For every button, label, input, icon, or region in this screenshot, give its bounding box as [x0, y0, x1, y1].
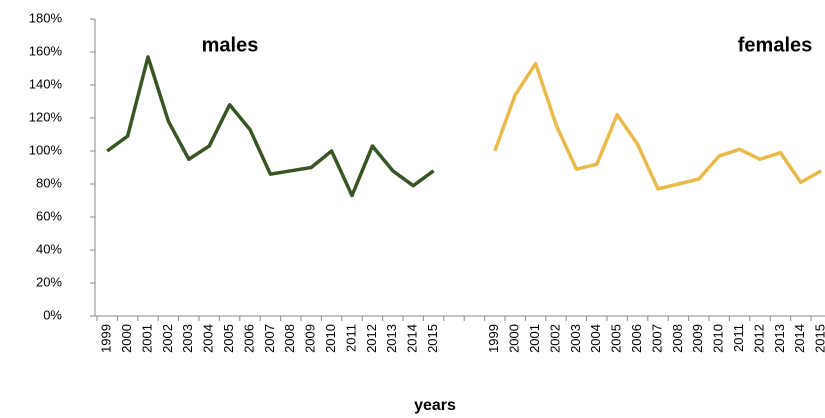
- y-tick-label: 180%: [29, 10, 63, 25]
- x-tick-label: 2012: [364, 324, 379, 353]
- x-tick-label: 2003: [180, 324, 195, 353]
- x-tick-label: 2013: [772, 324, 787, 353]
- x-tick-label: 2014: [792, 324, 807, 353]
- x-tick-label: 1999: [486, 324, 501, 353]
- series-line: [493, 61, 823, 191]
- y-tick-label: 80%: [36, 175, 62, 190]
- x-tick-label: 1999: [99, 324, 114, 353]
- x-tick-label: 2005: [221, 324, 236, 353]
- x-tick-label: 2011: [343, 324, 358, 352]
- x-tick-label: 2008: [670, 324, 685, 353]
- x-tick-label: 2005: [609, 324, 624, 353]
- x-tick-label: 2015: [425, 324, 440, 353]
- y-tick-label: 0%: [43, 307, 62, 322]
- y-tick-label: 20%: [36, 274, 62, 289]
- x-tick-label: 2001: [527, 324, 542, 353]
- x-tick-label: 2011: [731, 324, 746, 352]
- x-tick-label: 2014: [405, 324, 420, 353]
- y-tick-label: 120%: [29, 109, 63, 124]
- x-tick-label: 2008: [282, 324, 297, 353]
- y-tick-label: 140%: [29, 76, 63, 91]
- x-tick-label: 2013: [384, 324, 399, 353]
- series-label: females: [738, 34, 813, 56]
- x-tick-label: 2007: [262, 324, 277, 353]
- x-tick-label: 2006: [241, 324, 256, 353]
- x-tick-label: 2009: [690, 324, 705, 353]
- x-tick-label: 2002: [160, 324, 175, 353]
- x-tick-label: 2010: [323, 324, 338, 353]
- x-axis-title: years: [414, 397, 456, 414]
- x-tick-label: 2000: [507, 324, 522, 353]
- series-line: [106, 55, 435, 198]
- y-tick-label: 160%: [29, 43, 63, 58]
- x-tick-label: 2000: [119, 324, 134, 353]
- x-tick-label: 2009: [303, 324, 318, 353]
- x-tick-label: 2006: [629, 324, 644, 353]
- x-tick-label: 2004: [201, 324, 216, 353]
- x-tick-label: 2012: [751, 324, 766, 353]
- x-tick-label: 2007: [649, 324, 664, 353]
- x-tick-label: 2010: [711, 324, 726, 353]
- y-tick-label: 60%: [36, 208, 62, 223]
- x-tick-label: 2003: [568, 324, 583, 353]
- y-tick-label: 40%: [36, 241, 62, 256]
- series-label: males: [202, 34, 259, 56]
- x-tick-label: 2001: [139, 324, 154, 353]
- y-tick-label: 100%: [29, 142, 63, 157]
- x-tick-label: 2002: [547, 324, 562, 353]
- x-tick-label: 2015: [813, 324, 825, 353]
- x-tick-label: 2004: [588, 324, 603, 353]
